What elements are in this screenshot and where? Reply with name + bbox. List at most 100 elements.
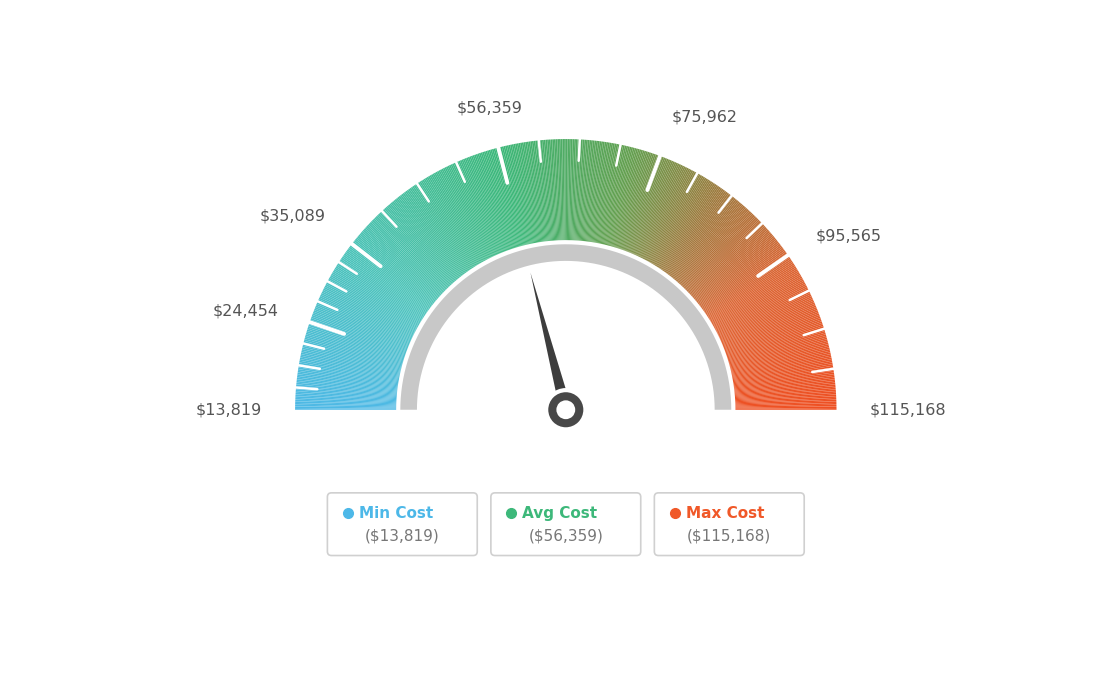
- Wedge shape: [347, 247, 432, 310]
- Wedge shape: [448, 164, 495, 259]
- Wedge shape: [733, 396, 838, 402]
- Wedge shape: [364, 224, 443, 297]
- Wedge shape: [552, 137, 559, 242]
- Wedge shape: [665, 189, 728, 275]
- Wedge shape: [335, 264, 424, 321]
- Wedge shape: [435, 170, 486, 263]
- Wedge shape: [397, 195, 463, 278]
- Wedge shape: [295, 381, 400, 393]
- Wedge shape: [732, 374, 836, 388]
- Wedge shape: [495, 146, 523, 248]
- Wedge shape: [582, 139, 593, 243]
- Wedge shape: [390, 201, 458, 282]
- Wedge shape: [294, 403, 399, 406]
- Wedge shape: [728, 337, 829, 366]
- Wedge shape: [654, 178, 710, 268]
- Wedge shape: [426, 175, 480, 266]
- Wedge shape: [493, 147, 522, 248]
- Wedge shape: [673, 201, 742, 282]
- Wedge shape: [657, 181, 716, 270]
- Wedge shape: [672, 199, 740, 281]
- Wedge shape: [576, 138, 585, 243]
- Wedge shape: [491, 147, 521, 248]
- Wedge shape: [606, 146, 634, 248]
- Circle shape: [546, 390, 585, 429]
- Text: $13,819: $13,819: [195, 402, 262, 417]
- Wedge shape: [641, 167, 691, 261]
- Wedge shape: [301, 344, 403, 370]
- Wedge shape: [296, 371, 400, 386]
- Wedge shape: [684, 218, 761, 293]
- Wedge shape: [728, 335, 828, 365]
- Wedge shape: [655, 179, 712, 268]
- Text: $75,962: $75,962: [671, 110, 737, 125]
- Wedge shape: [422, 178, 478, 268]
- Wedge shape: [698, 243, 782, 308]
- Wedge shape: [537, 139, 549, 243]
- Wedge shape: [682, 215, 757, 290]
- Wedge shape: [487, 148, 518, 250]
- Wedge shape: [708, 264, 797, 321]
- Wedge shape: [732, 372, 836, 388]
- Wedge shape: [315, 302, 412, 344]
- Wedge shape: [732, 375, 837, 390]
- Wedge shape: [317, 297, 413, 342]
- Wedge shape: [369, 221, 445, 294]
- Wedge shape: [520, 141, 539, 244]
- Wedge shape: [599, 143, 622, 246]
- Wedge shape: [704, 257, 792, 317]
- Wedge shape: [721, 308, 819, 348]
- Wedge shape: [646, 170, 697, 263]
- Wedge shape: [732, 381, 837, 393]
- Wedge shape: [376, 213, 450, 289]
- Wedge shape: [322, 286, 416, 335]
- Wedge shape: [649, 173, 703, 265]
- Wedge shape: [723, 316, 822, 353]
- Wedge shape: [573, 137, 580, 242]
- Wedge shape: [362, 227, 442, 298]
- Wedge shape: [718, 295, 814, 340]
- Wedge shape: [300, 348, 403, 373]
- Wedge shape: [650, 175, 704, 266]
- Wedge shape: [697, 240, 781, 306]
- Wedge shape: [693, 232, 774, 302]
- Wedge shape: [337, 261, 425, 319]
- Wedge shape: [294, 393, 399, 400]
- Wedge shape: [295, 384, 399, 395]
- Wedge shape: [305, 332, 405, 363]
- Wedge shape: [420, 179, 477, 268]
- Wedge shape: [707, 261, 795, 319]
- Wedge shape: [555, 137, 561, 242]
- Wedge shape: [721, 305, 818, 346]
- Wedge shape: [710, 270, 800, 324]
- Wedge shape: [353, 237, 436, 304]
- Wedge shape: [340, 255, 428, 315]
- Wedge shape: [360, 230, 440, 299]
- Wedge shape: [510, 143, 532, 246]
- Wedge shape: [299, 354, 402, 376]
- Wedge shape: [295, 386, 399, 396]
- Wedge shape: [336, 262, 425, 320]
- Wedge shape: [733, 389, 838, 398]
- Wedge shape: [675, 203, 745, 284]
- Wedge shape: [625, 155, 662, 253]
- FancyBboxPatch shape: [655, 493, 804, 555]
- Wedge shape: [315, 303, 412, 345]
- Wedge shape: [618, 151, 654, 251]
- Wedge shape: [730, 354, 832, 376]
- Wedge shape: [554, 137, 560, 242]
- Text: $115,168: $115,168: [870, 402, 946, 417]
- Wedge shape: [449, 163, 496, 258]
- Wedge shape: [319, 294, 414, 339]
- Wedge shape: [594, 141, 614, 245]
- Wedge shape: [630, 159, 672, 255]
- Wedge shape: [330, 271, 422, 326]
- Wedge shape: [729, 342, 830, 369]
- Wedge shape: [517, 141, 537, 245]
- Wedge shape: [637, 164, 683, 259]
- Wedge shape: [320, 290, 415, 337]
- Wedge shape: [484, 150, 516, 250]
- Wedge shape: [350, 243, 434, 308]
- Wedge shape: [609, 147, 638, 248]
- Wedge shape: [722, 309, 820, 349]
